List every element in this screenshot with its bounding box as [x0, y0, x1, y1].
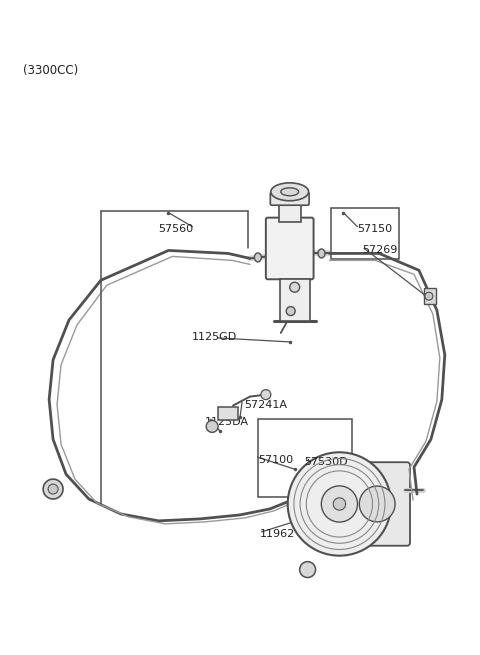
Text: 57241A: 57241A [244, 400, 287, 409]
Ellipse shape [271, 183, 309, 200]
Circle shape [206, 421, 218, 432]
Circle shape [43, 479, 63, 499]
Circle shape [333, 498, 346, 510]
Ellipse shape [281, 188, 299, 196]
Text: 57100: 57100 [258, 455, 293, 465]
Text: 57560: 57560 [158, 223, 193, 234]
Text: 1125DA: 1125DA [205, 417, 249, 428]
Circle shape [321, 486, 358, 522]
Ellipse shape [254, 253, 262, 262]
Bar [218, 407, 238, 421]
Circle shape [261, 390, 271, 400]
Bar [424, 288, 436, 304]
Circle shape [425, 292, 433, 300]
Ellipse shape [318, 249, 325, 258]
Text: (3300CC): (3300CC) [23, 64, 79, 77]
Text: 57269: 57269 [362, 246, 397, 255]
FancyBboxPatch shape [266, 217, 313, 279]
Circle shape [48, 484, 58, 494]
Circle shape [286, 307, 295, 316]
Bar [332, 208, 399, 259]
FancyBboxPatch shape [344, 462, 410, 546]
Bar [280, 279, 310, 321]
Bar [279, 204, 300, 221]
Bar [258, 419, 352, 497]
Text: 57530D: 57530D [305, 457, 348, 467]
Text: 57150: 57150 [357, 223, 393, 234]
Circle shape [300, 561, 315, 578]
Circle shape [360, 486, 395, 522]
FancyBboxPatch shape [270, 193, 309, 205]
Text: 1125GD: 1125GD [192, 332, 238, 342]
Circle shape [290, 282, 300, 292]
Circle shape [288, 452, 391, 555]
Text: 11962: 11962 [260, 529, 295, 539]
